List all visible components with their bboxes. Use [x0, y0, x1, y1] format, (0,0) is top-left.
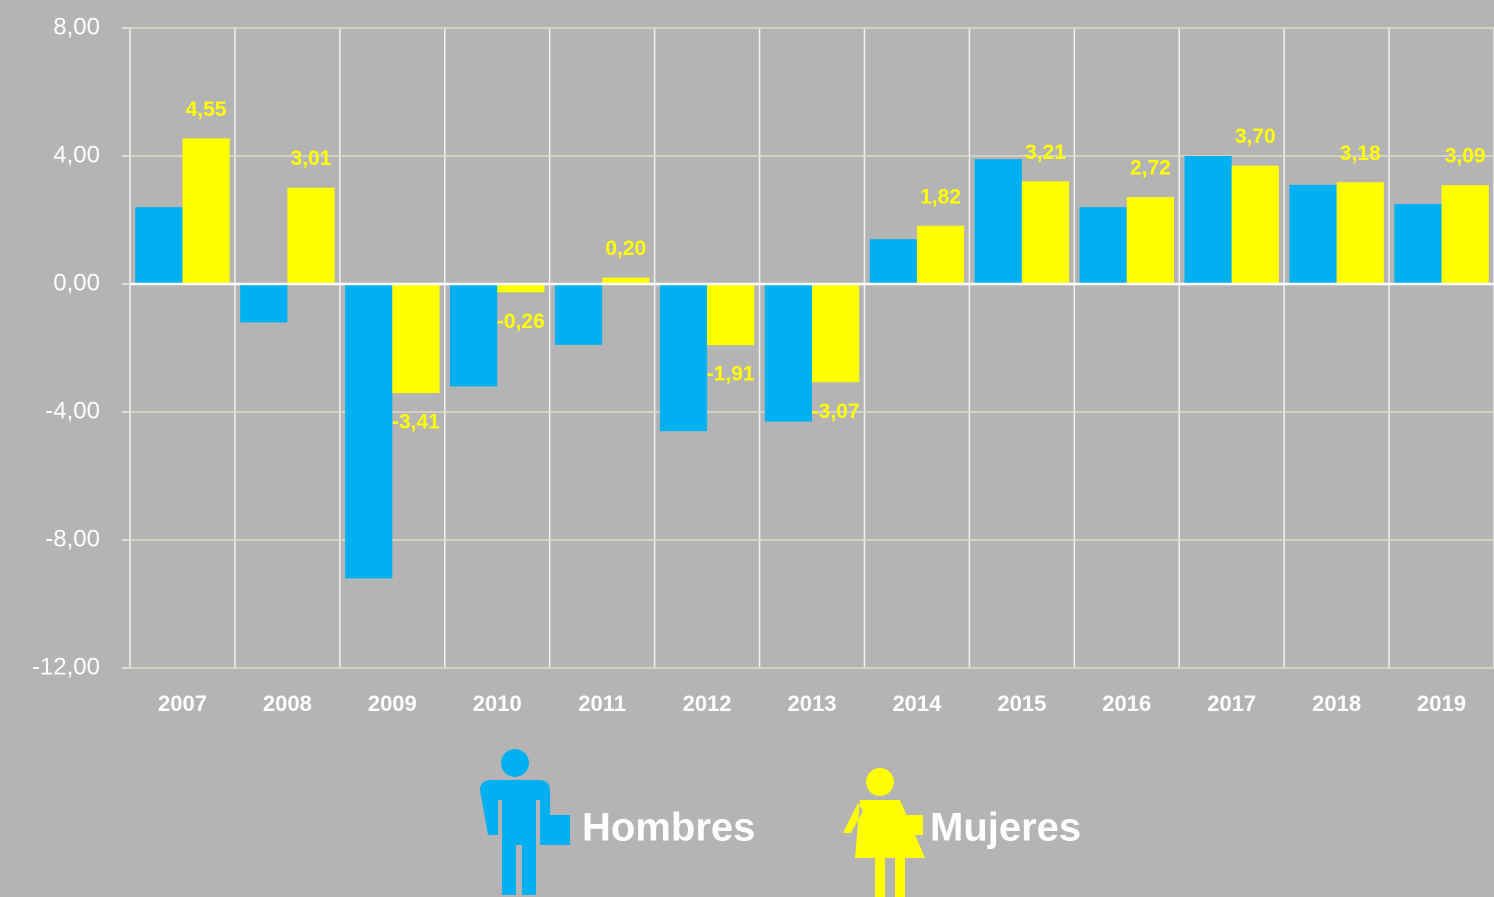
y-tick-label: -12,00 [32, 653, 100, 680]
bar [1184, 156, 1232, 284]
y-tick-label: 8,00 [53, 13, 100, 40]
data-label: 1,82 [920, 185, 961, 208]
bar [974, 159, 1022, 284]
data-label: -3,07 [812, 400, 860, 423]
bar [869, 239, 917, 284]
bar [707, 284, 755, 346]
bar [659, 284, 708, 432]
x-tick-label: 2016 [1102, 691, 1151, 716]
y-tick-label: -4,00 [45, 397, 100, 424]
bar [240, 284, 288, 323]
x-tick-label: 2015 [997, 691, 1046, 716]
x-tick-label: 2018 [1312, 691, 1361, 716]
legend-swatch [540, 815, 570, 845]
bar [602, 277, 650, 284]
bar [1021, 181, 1070, 284]
legend-icon [480, 780, 550, 895]
x-tick-label: 2013 [788, 691, 837, 716]
x-tick-label: 2019 [1417, 691, 1466, 716]
bar [1231, 165, 1279, 284]
bar [1079, 207, 1127, 284]
bar [1126, 196, 1174, 284]
x-tick-label: 2009 [368, 691, 417, 716]
bar [450, 284, 498, 387]
bar [916, 225, 965, 284]
data-label: 3,18 [1340, 142, 1381, 165]
legend-label: Hombres [582, 806, 755, 850]
data-label: 3,01 [291, 147, 332, 170]
bar [1289, 184, 1337, 284]
bar [182, 138, 230, 284]
x-tick-label: 2007 [158, 691, 207, 716]
bar [345, 284, 393, 579]
data-label: 3,21 [1025, 141, 1066, 164]
data-label: 3,09 [1445, 145, 1486, 168]
legend-swatch [903, 815, 923, 835]
y-tick-label: -8,00 [45, 525, 100, 552]
data-label: -0,26 [497, 310, 545, 333]
bar [1441, 185, 1489, 284]
bar [135, 207, 183, 284]
data-label: 0,20 [605, 237, 646, 260]
x-tick-label: 2010 [473, 691, 522, 716]
y-tick-label: 0,00 [53, 269, 100, 296]
bar [554, 284, 603, 345]
bar [1394, 204, 1442, 284]
legend-label: Mujeres [930, 806, 1081, 850]
bar [764, 284, 812, 422]
bar [1336, 182, 1384, 284]
data-label: 4,55 [186, 98, 227, 121]
x-tick-label: 2017 [1207, 691, 1256, 716]
legend-icon [501, 749, 529, 777]
data-label: 3,70 [1235, 125, 1276, 148]
bar [287, 187, 335, 284]
data-label: 2,72 [1130, 157, 1171, 180]
x-tick-label: 2012 [683, 691, 732, 716]
data-label: -1,91 [707, 363, 755, 386]
bar [497, 284, 545, 293]
data-label: -3,41 [392, 411, 440, 434]
bar [392, 284, 440, 394]
x-tick-label: 2008 [263, 691, 312, 716]
bar [812, 284, 860, 383]
x-tick-label: 2011 [578, 691, 626, 716]
x-tick-label: 2014 [892, 691, 942, 716]
legend-icon [866, 768, 894, 796]
y-tick-label: 4,00 [53, 141, 100, 168]
